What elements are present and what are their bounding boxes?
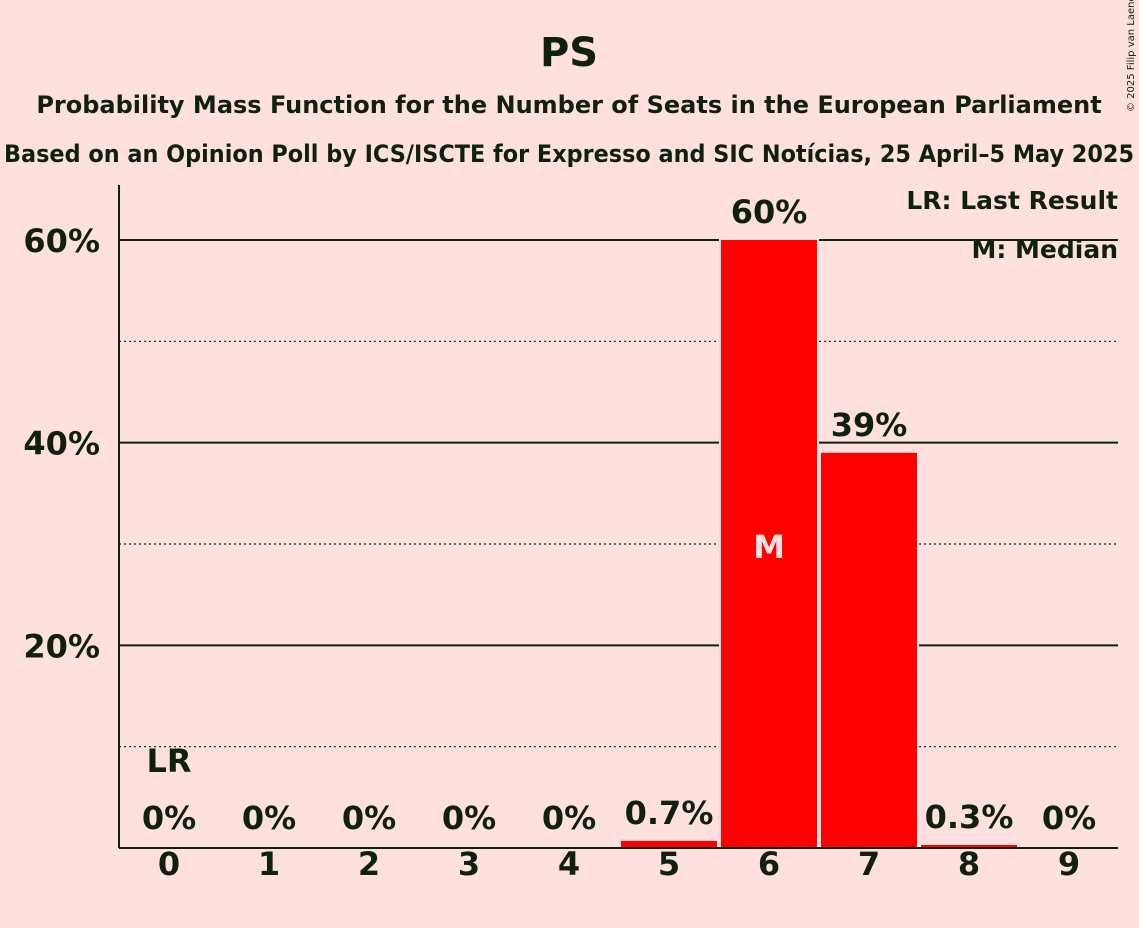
x-tick-label: 2 [358, 845, 380, 883]
x-tick-label: 7 [858, 845, 880, 883]
bar-value-label: 0.7% [625, 794, 714, 832]
bar-seats-5 [621, 840, 717, 848]
y-tick-label: 40% [23, 425, 100, 463]
x-tick-label: 1 [258, 845, 280, 883]
grid-lines [119, 239, 1118, 748]
median-marker: M [753, 528, 785, 566]
bar-value-label: 39% [831, 406, 908, 444]
labels: 20% 40% 60% 0 1 2 3 4 5 6 7 8 9 0% 0% 0% 0% 0% 0.7% 60% 39% 0… [23, 193, 1096, 883]
x-tick-label: 6 [758, 845, 780, 883]
bar-seats-6 [721, 240, 817, 848]
last-result-marker: LR [146, 742, 191, 780]
bar-seats-8 [921, 844, 1017, 848]
bar-value-label: 0% [242, 799, 296, 837]
bar-value-label: 0% [142, 799, 196, 837]
chart-title: PS [540, 30, 598, 76]
copyright-notice: © 2025 Filip van Laenen [1126, 0, 1137, 112]
bars [619, 238, 1019, 848]
bar-value-label: 0% [342, 799, 396, 837]
y-tick-label: 60% [23, 222, 100, 260]
y-tick-label: 20% [23, 627, 100, 665]
x-tick-label: 8 [958, 845, 980, 883]
chart-subtitle-2: Based on an Opinion Poll by ICS/ISCTE fo… [4, 140, 1134, 168]
x-tick-label: 5 [658, 845, 680, 883]
legend-median: M: Median [971, 235, 1118, 264]
bar-value-label: 0% [542, 799, 596, 837]
bar-value-label: 0% [442, 799, 496, 837]
x-tick-label: 3 [458, 845, 480, 883]
x-tick-label: 0 [158, 845, 180, 883]
legend-last-result: LR: Last Result [906, 186, 1118, 215]
bar-value-label: 0.3% [925, 798, 1014, 836]
bar-seats-7 [821, 452, 917, 848]
chart-subtitle-1: Probability Mass Function for the Number… [36, 91, 1101, 119]
x-tick-label: 9 [1058, 845, 1080, 883]
x-tick-label: 4 [558, 845, 580, 883]
bar-value-label: 60% [731, 193, 808, 231]
axes [118, 185, 1118, 849]
bar-value-label: 0% [1042, 799, 1096, 837]
